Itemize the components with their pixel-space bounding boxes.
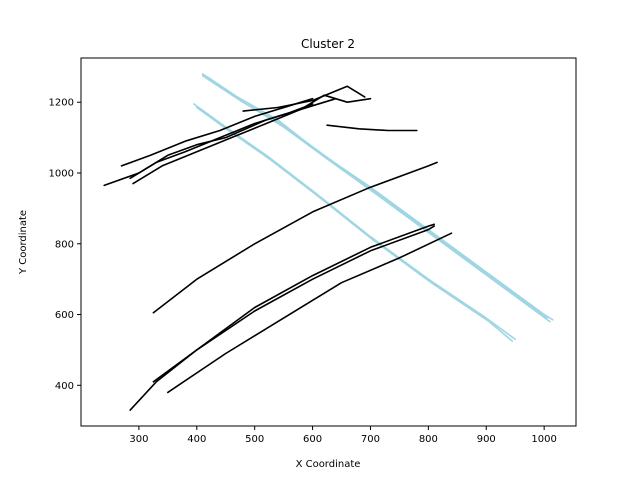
series-line-7 [152,223,436,383]
x-ticks: 300 400 500 600 700 800 900 1000 [129,426,557,445]
series-line-10 [103,94,372,187]
chart-title: Cluster 2 [301,37,355,51]
series-line-9 [152,161,438,314]
series-line-11 [120,97,314,167]
x-tick-label: 600 [303,434,322,445]
series-line-5 [196,106,514,342]
plot-frame [80,57,577,427]
x-tick-label: 400 [187,434,206,445]
series-line-6 [129,225,436,411]
x-tick-label: 900 [477,434,496,445]
x-tick-label: 800 [419,434,438,445]
y-tick-label: 1200 [49,98,74,109]
x-tick-label: 1000 [531,434,556,445]
series-line-12 [129,103,314,180]
x-tick-label: 700 [361,434,380,445]
y-tick-label: 400 [55,381,74,392]
x-tick-label: 300 [129,434,148,445]
series-line-13 [132,97,337,185]
y-tick-label: 800 [55,239,74,250]
x-tick-label: 500 [245,434,264,445]
series-line-3 [207,76,551,323]
y-ticks: 400 600 800 1000 1200 [49,98,81,392]
y-tick-label: 600 [55,310,74,321]
y-axis-label: Y Coordinate [18,210,29,275]
series-line-8 [167,232,453,394]
plot-lines [103,73,554,411]
series-line-14 [242,85,366,112]
series-line-15 [326,124,418,132]
y-tick-label: 1000 [49,169,74,180]
x-axis-label: X Coordinate [296,459,361,470]
